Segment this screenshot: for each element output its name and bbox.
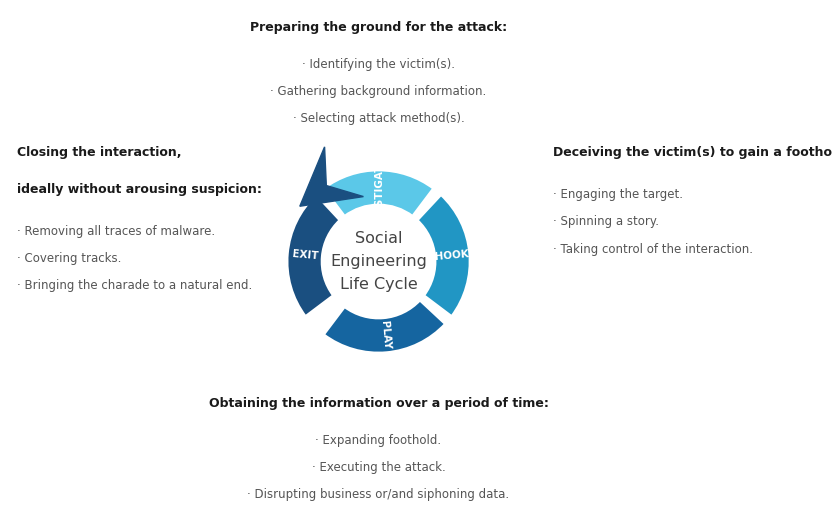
Text: · Selecting attack method(s).: · Selecting attack method(s). [293, 112, 464, 125]
Text: EXIT: EXIT [291, 249, 319, 261]
Text: ideally without arousing suspicion:: ideally without arousing suspicion: [17, 183, 261, 196]
Text: · Engaging the target.: · Engaging the target. [553, 188, 683, 201]
Text: Closing the interaction,: Closing the interaction, [17, 146, 181, 160]
Wedge shape [287, 195, 340, 316]
Text: · Identifying the victim(s).: · Identifying the victim(s). [302, 58, 455, 71]
Text: · Covering tracks.: · Covering tracks. [17, 252, 121, 265]
Text: · Expanding foothold.: · Expanding foothold. [315, 434, 442, 447]
Text: · Executing the attack.: · Executing the attack. [312, 461, 445, 474]
Circle shape [323, 206, 434, 317]
Text: PLAY: PLAY [379, 321, 391, 350]
Text: · Removing all traces of malware.: · Removing all traces of malware. [17, 225, 215, 238]
Text: Social
Engineering
Life Cycle: Social Engineering Life Cycle [330, 231, 427, 292]
Wedge shape [324, 300, 445, 353]
Wedge shape [324, 170, 433, 217]
Text: INVESTIGATION: INVESTIGATION [374, 142, 384, 233]
Text: Obtaining the information over a period of time:: Obtaining the information over a period … [209, 397, 548, 411]
Polygon shape [300, 147, 364, 206]
Text: Deceiving the victim(s) to gain a foothold:: Deceiving the victim(s) to gain a footho… [553, 146, 832, 160]
Text: · Gathering background information.: · Gathering background information. [270, 85, 487, 98]
Wedge shape [417, 195, 470, 316]
Text: · Disrupting business or/and siphoning data.: · Disrupting business or/and siphoning d… [247, 488, 510, 502]
Text: Preparing the ground for the attack:: Preparing the ground for the attack: [250, 21, 508, 34]
Text: · Taking control of the interaction.: · Taking control of the interaction. [553, 243, 753, 256]
Text: · Bringing the charade to a natural end.: · Bringing the charade to a natural end. [17, 279, 252, 292]
Text: · Spinning a story.: · Spinning a story. [553, 215, 659, 229]
Text: HOOK: HOOK [435, 248, 470, 262]
